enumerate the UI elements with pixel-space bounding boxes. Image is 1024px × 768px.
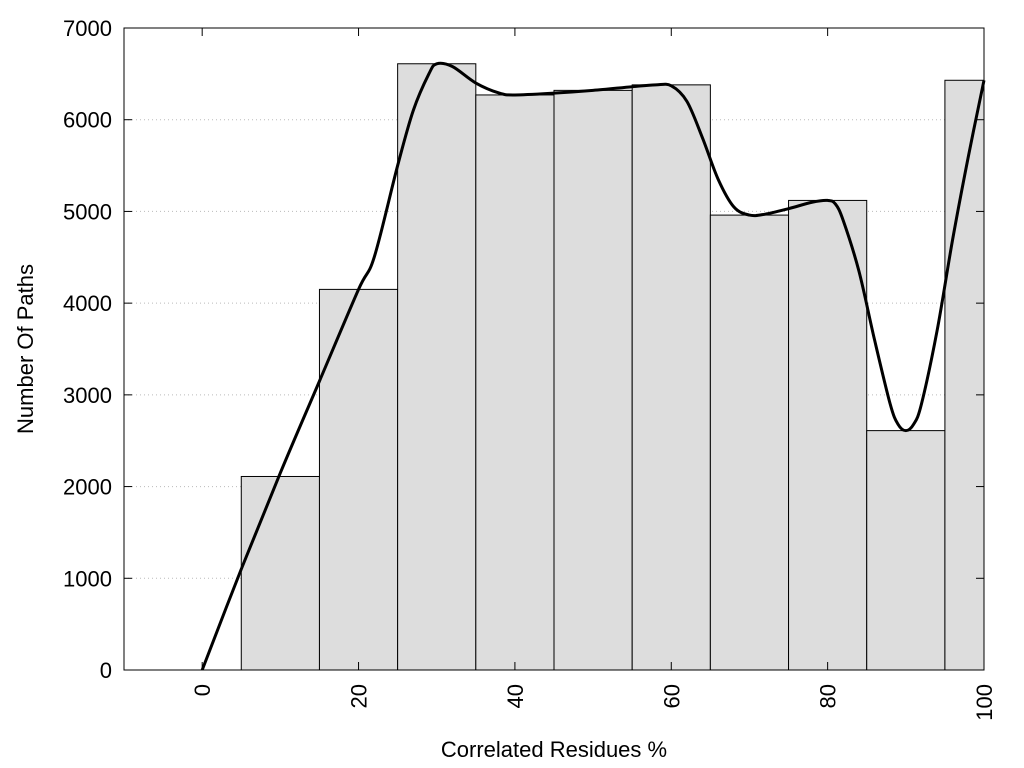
y-tick-label: 4000 [63,291,112,316]
bar [631,84,711,671]
y-tick-label: 5000 [63,199,112,224]
curve-line [200,61,986,671]
y-tick-label: 2000 [63,475,112,500]
bar [709,214,790,671]
x-tick-label: 60 [659,684,684,708]
bar [553,89,633,671]
y-tick-label: 7000 [63,16,112,41]
bar [788,199,868,671]
bar [397,63,477,671]
bars [240,63,985,671]
x-axis-title: Correlated Residues % [441,737,667,762]
x-tick-label: 80 [816,684,841,708]
y-tick-label: 1000 [63,566,112,591]
smooth-curve [200,61,986,671]
y-tick-label: 0 [100,658,112,683]
y-axis-title: Number Of Paths [13,264,38,434]
x-tick-label: 40 [503,684,528,708]
x-tick-label: 0 [190,684,215,696]
x-tick-label: 100 [972,684,997,721]
y-tick-label: 6000 [63,108,112,133]
bar [475,94,555,671]
bar [240,475,320,671]
plot-frame [123,27,985,671]
axis-ticks: 0 1000 2000 3000 4000 5000 6000 7000 0 20 40 60 80 10… [63,16,997,721]
bar [318,288,399,671]
bar [866,430,946,671]
y-tick-label: 3000 [63,383,112,408]
x-tick-label: 20 [347,684,372,708]
